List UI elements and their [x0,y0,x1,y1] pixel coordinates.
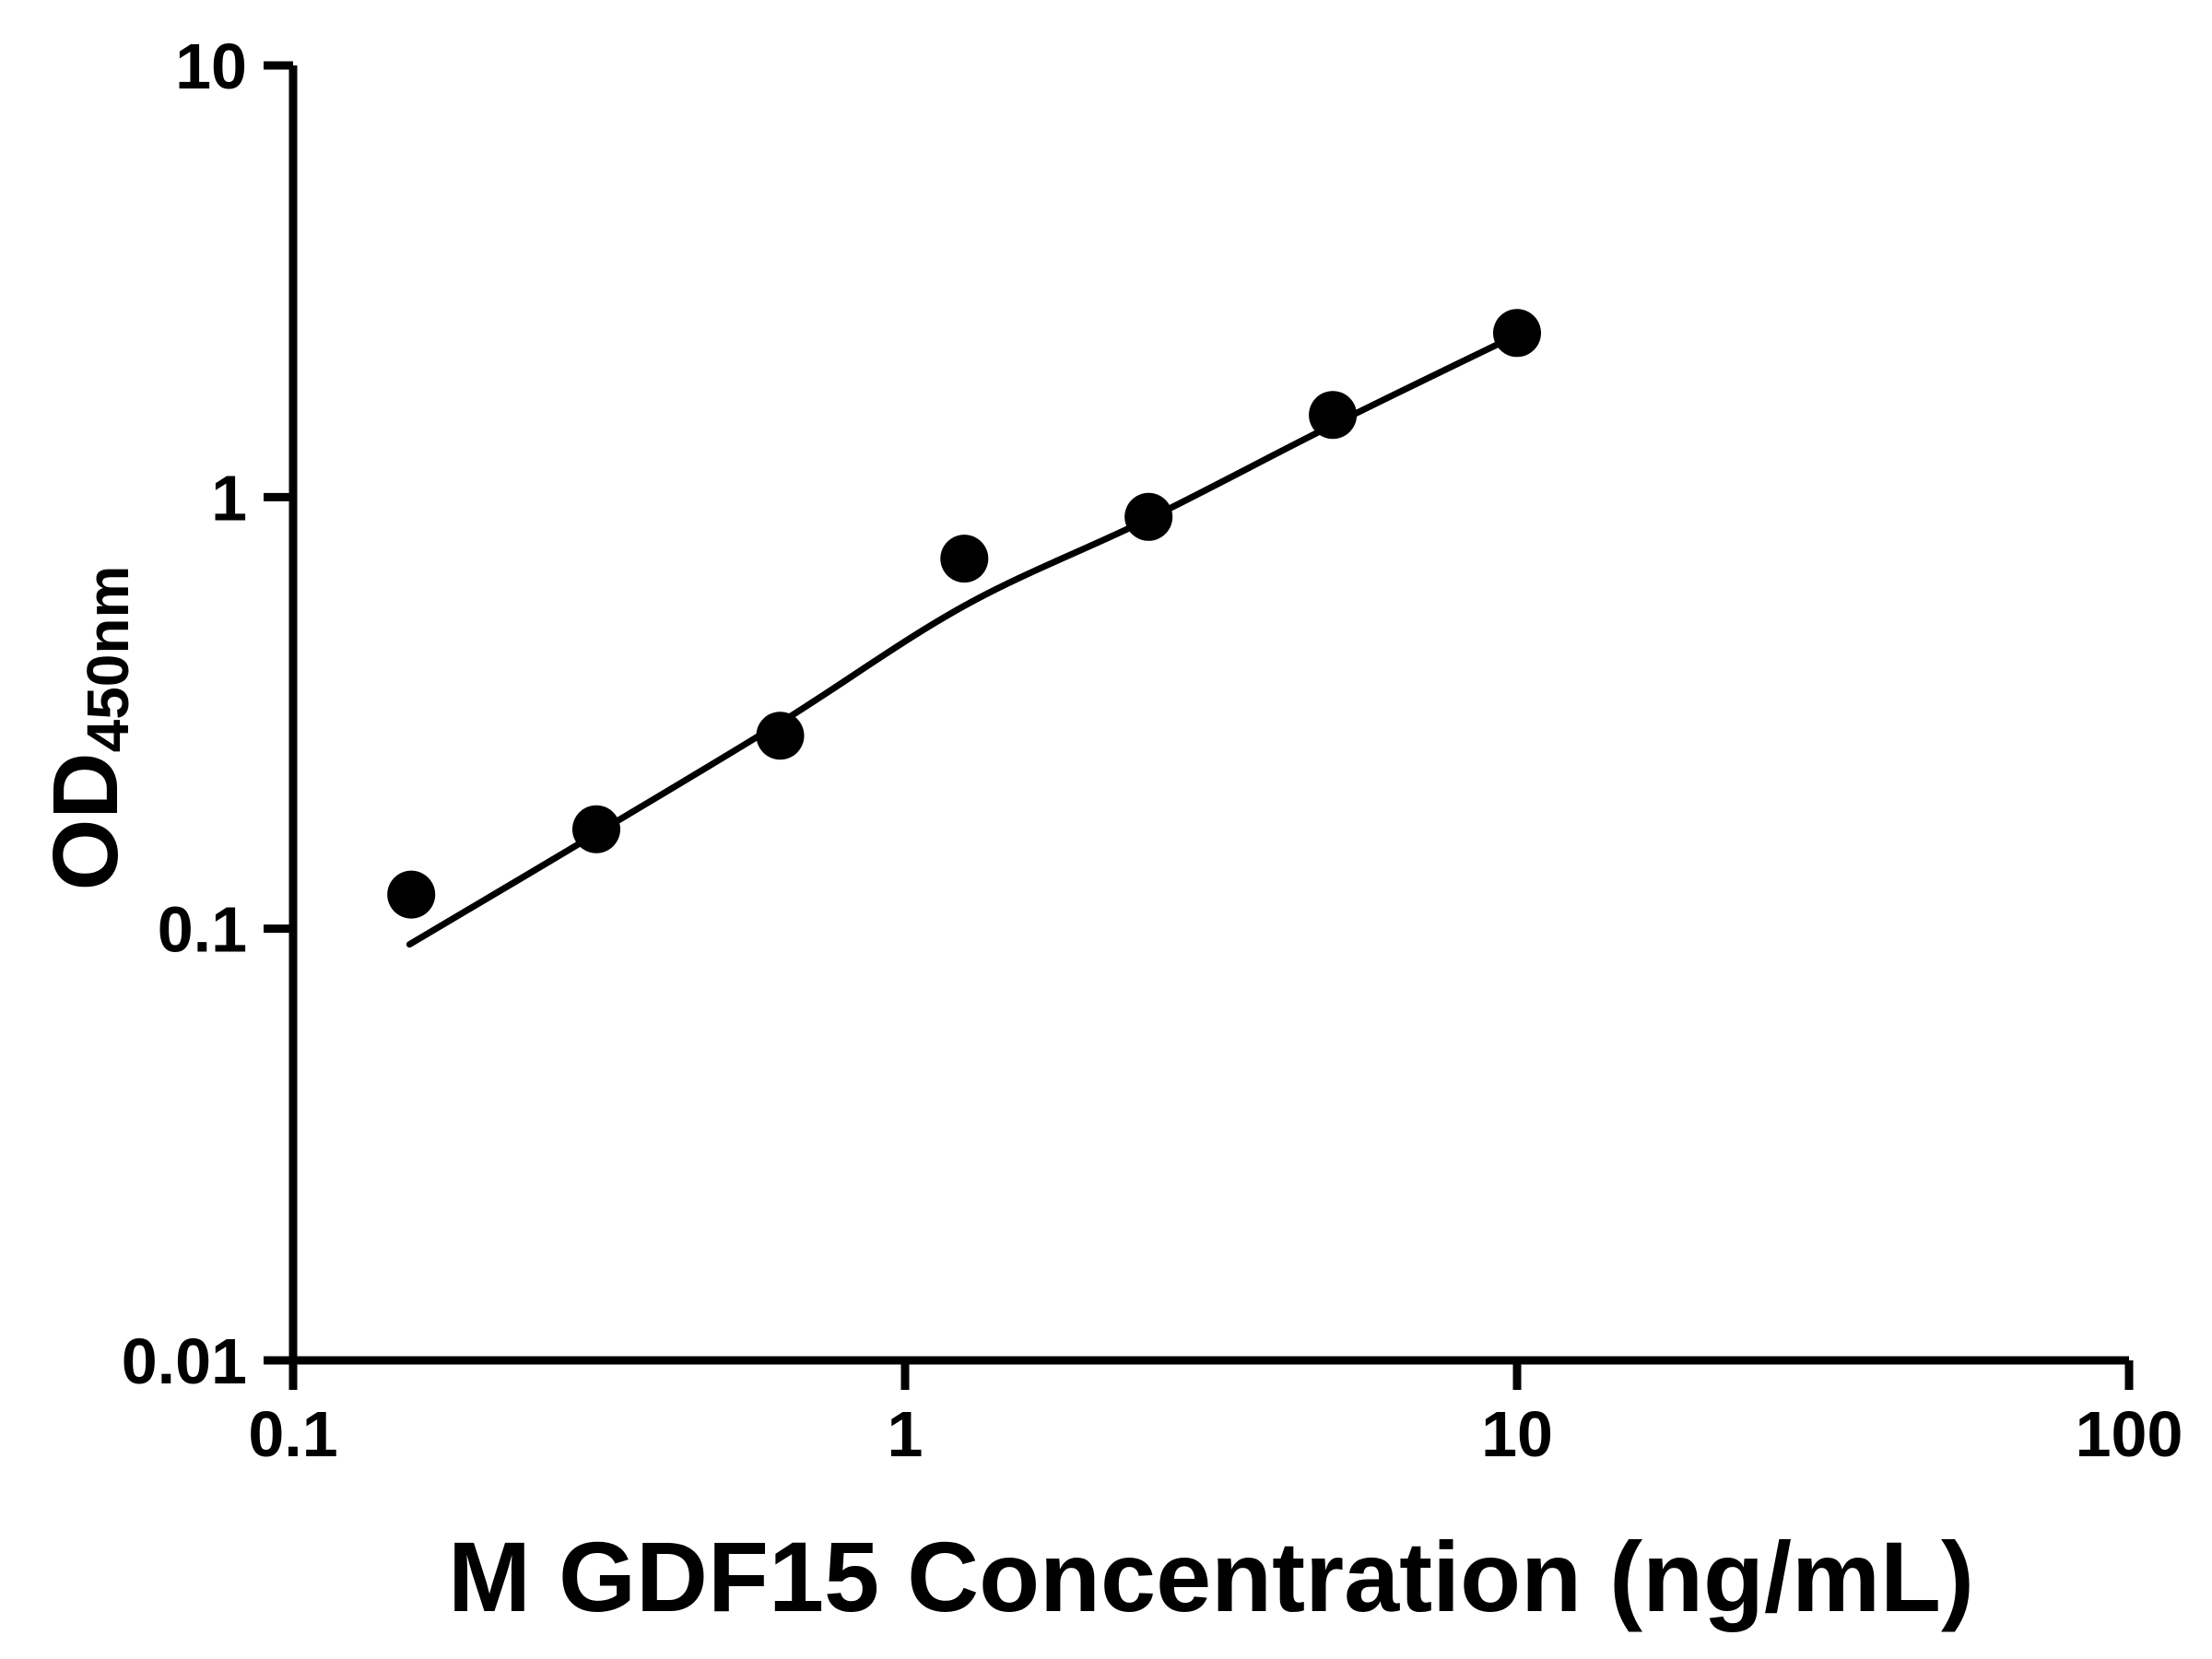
axis-spine [288,65,2129,1365]
y-axis-title-sub: 450nm [75,565,141,753]
x-axis-title: M GDF15 Concentration (ng/mL) [448,1521,1974,1632]
y-tick-label: 10 [175,30,247,102]
data-point-marker [940,535,989,583]
x-tick-label: 100 [2076,1398,2183,1470]
data-point-marker [1124,492,1173,541]
y-tick-label: 0.01 [122,1325,247,1397]
data-point-marker [1309,391,1358,440]
y-tick-label: 0.1 [158,894,247,966]
x-tick-label: 10 [1481,1398,1553,1470]
y-tick-label: 1 [211,462,247,534]
y-axis-title-main: OD [34,752,137,891]
x-tick-label: 0.1 [248,1398,337,1470]
data-point-marker [572,805,620,853]
data-point-marker [387,870,436,919]
x-tick-label: 1 [888,1398,924,1470]
axes-group [264,61,2134,1390]
y-axis-title: OD450nm [33,566,142,891]
data-point-marker [756,712,805,760]
data-points-group [387,309,1541,919]
data-point-marker [1493,309,1541,358]
